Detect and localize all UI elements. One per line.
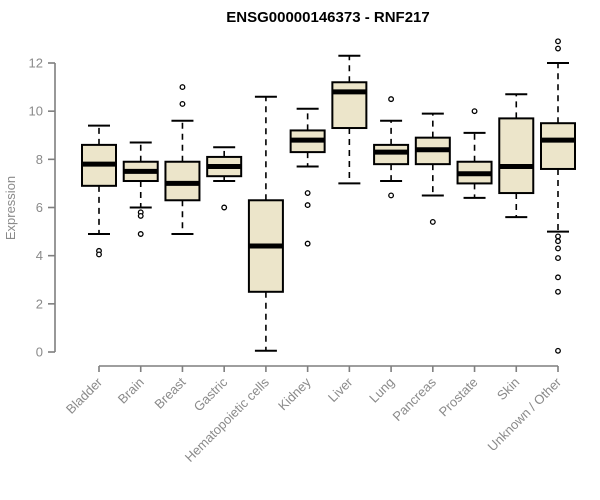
- outlier-point: [555, 45, 561, 52]
- box-skin: [498, 93, 535, 219]
- outlier-point: [221, 204, 228, 211]
- outlier-point: [555, 274, 561, 281]
- box-pancreas: [414, 112, 451, 225]
- category-label-bladder: Bladder: [63, 374, 106, 417]
- y-tick-label: 8: [36, 152, 43, 167]
- category-label-pancreas: Pancreas: [389, 374, 439, 424]
- box-breast: [164, 84, 201, 235]
- outlier-point: [555, 288, 561, 295]
- outlier-point: [179, 84, 186, 91]
- category-label-kidney: Kidney: [275, 374, 314, 413]
- y-tick-label: 2: [36, 296, 43, 311]
- outlier-point: [555, 38, 561, 45]
- outlier-point: [555, 347, 561, 354]
- box-unknown-other: [540, 38, 576, 354]
- outlier-point: [179, 100, 186, 107]
- outlier-point: [555, 245, 561, 252]
- outlier-point: [304, 190, 311, 196]
- category-label-lung: Lung: [366, 375, 397, 406]
- y-axis-label: Expression: [3, 176, 18, 240]
- box-gastric: [206, 146, 243, 211]
- category-label-prostate: Prostate: [436, 375, 481, 420]
- chart-title: ENSG00000146373 - RNF217: [226, 9, 429, 26]
- outlier-point: [555, 233, 561, 240]
- outlier-point: [388, 96, 395, 103]
- category-label-breast: Breast: [151, 374, 188, 411]
- box-brain: [122, 141, 159, 237]
- category-label-gastric: Gastric: [191, 374, 231, 414]
- outlier-point: [555, 255, 561, 262]
- outlier-point: [471, 108, 478, 115]
- category-label-unknown-other: Unknown / Other: [485, 374, 565, 454]
- category-label-skin: Skin: [494, 375, 522, 403]
- box-bladder: [81, 124, 117, 258]
- outlier-point: [429, 218, 436, 225]
- box-prostate: [456, 108, 493, 199]
- iqr-box: [498, 117, 535, 195]
- outlier-point: [388, 192, 395, 199]
- y-tick-label: 12: [29, 56, 43, 71]
- category-label-liver: Liver: [325, 374, 356, 405]
- iqr-box: [331, 81, 368, 130]
- category-label-brain: Brain: [115, 375, 147, 407]
- box-kidney: [289, 107, 326, 247]
- outlier-point: [96, 251, 102, 258]
- y-tick-label: 10: [29, 104, 43, 119]
- outlier-point: [137, 212, 144, 219]
- y-tick-label: 6: [36, 200, 43, 215]
- box-hematopoietic-cells: [247, 95, 284, 352]
- box-liver: [331, 54, 368, 185]
- outlier-point: [137, 231, 144, 237]
- outlier-point: [304, 240, 311, 247]
- y-tick-label: 0: [36, 345, 43, 360]
- y-tick-label: 4: [36, 248, 43, 263]
- outlier-point: [555, 238, 561, 245]
- iqr-box: [540, 122, 576, 170]
- box-lung: [373, 96, 410, 199]
- outlier-point: [304, 202, 311, 209]
